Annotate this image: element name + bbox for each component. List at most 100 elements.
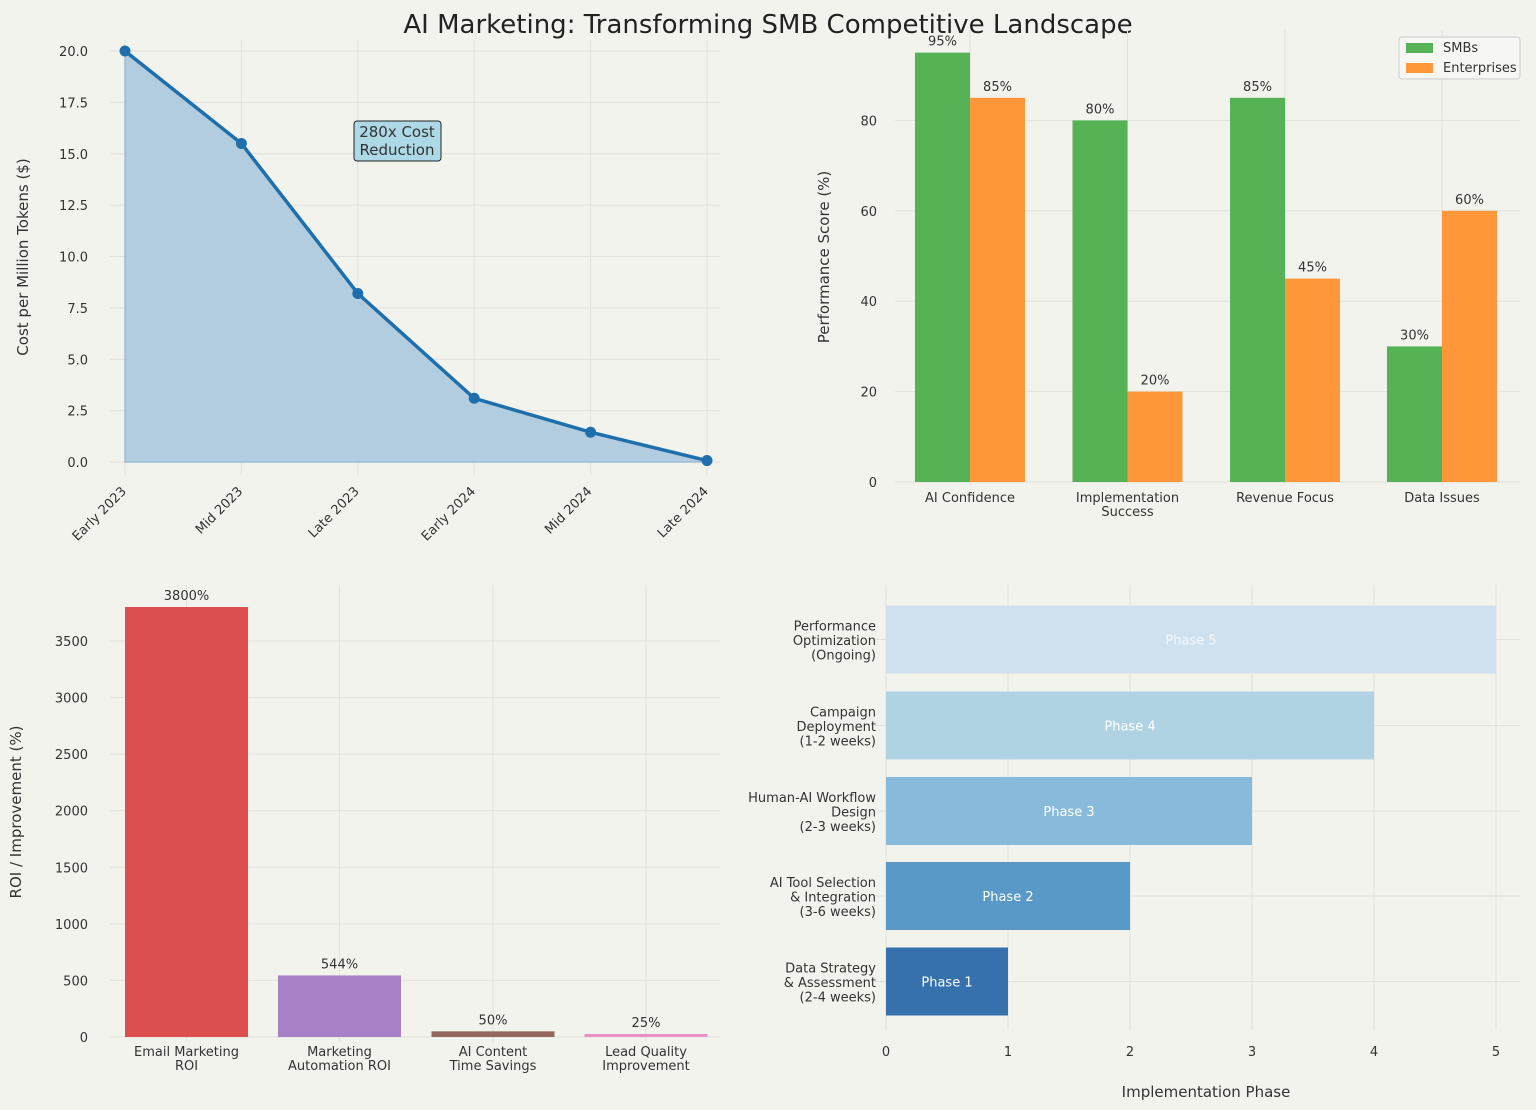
bar-value-label: 3800% <box>164 589 209 604</box>
bar <box>125 607 248 1037</box>
x-tick-label: 1 <box>1004 1045 1012 1060</box>
x-tick-label: Implementation Success <box>1076 491 1179 520</box>
x-tick-label: Mid 2023 <box>193 484 246 537</box>
y-tick-label: 15.0 <box>59 148 88 163</box>
y-tick-label: 2.5 <box>67 405 88 420</box>
phases-chart: 0 1 2 3 4 5 Phase 1 Phase 2 Phase 3 Phase 4 Phase … <box>748 585 1520 1101</box>
bar-value-label: 95% <box>928 35 957 50</box>
annotation-text: 280x Cost Reduction <box>359 123 435 159</box>
y-tick-label: 2000 <box>55 805 88 820</box>
y-tick-label: 20.0 <box>59 45 88 60</box>
y-tick-label: 2500 <box>55 748 88 763</box>
bar-value-label: 85% <box>1243 80 1272 95</box>
y-tick-label: Data Strategy & Assessment (2-4 weeks) <box>784 962 877 1006</box>
x-tick-label: Early 2024 <box>419 484 479 544</box>
y-tick-label: 60 <box>860 205 877 220</box>
y-tick-label: 5.0 <box>67 353 88 368</box>
bar-value-label: 50% <box>479 1013 508 1028</box>
bar <box>886 947 1008 1016</box>
x-tick-label: 0 <box>882 1045 890 1060</box>
x-tick-label: 5 <box>1492 1045 1500 1060</box>
bar-value-label: 45% <box>1298 261 1327 276</box>
bar <box>431 1031 555 1037</box>
data-point <box>352 287 364 299</box>
figure-title: AI Marketing: Transforming SMB Competiti… <box>403 10 1132 40</box>
y-tick-label: 0 <box>80 1031 88 1046</box>
bar-value-label: 30% <box>1400 328 1429 343</box>
x-tick-label: AI Confidence <box>925 491 1015 506</box>
bar-value-label: 25% <box>632 1016 661 1031</box>
data-point <box>468 392 480 404</box>
bar-value-label: 85% <box>983 80 1012 95</box>
legend-swatch <box>1406 43 1433 53</box>
y-tick-label: 1000 <box>55 918 88 933</box>
legend-swatch <box>1406 63 1433 73</box>
y-tick-label: 80 <box>860 114 877 129</box>
bar-label: Phase 4 <box>1104 720 1155 735</box>
x-tick-label: Marketing Automation ROI <box>288 1045 391 1074</box>
y-tick-label: 12.5 <box>59 199 88 214</box>
y-axis-label: ROI / Improvement (%) <box>7 726 25 899</box>
bar <box>886 777 1252 845</box>
legend-label: Enterprises <box>1443 61 1517 76</box>
y-tick-label: 0 <box>869 476 877 491</box>
y-tick-label: AI Tool Selection & Integration (3-6 weeks… <box>770 876 876 920</box>
y-tick-label: 40 <box>860 295 877 310</box>
bar-label: Phase 5 <box>1165 634 1216 649</box>
y-tick-label: 1500 <box>55 861 88 876</box>
roi-chart: 0 500 1000 1500 2000 2500 3000 3500 3800% 544% 50%… <box>7 585 720 1074</box>
bar-value-label: 544% <box>321 957 358 972</box>
y-tick-label: 3500 <box>55 635 88 650</box>
x-tick-label: AI Content Time Savings <box>449 1045 537 1074</box>
y-tick-label: 500 <box>63 974 88 989</box>
y-tick-label: Human-AI Workflow Design (2-3 weeks) <box>748 791 876 835</box>
bar-label: Phase 3 <box>1043 805 1094 820</box>
bar <box>584 1034 708 1037</box>
x-tick-label: Late 2023 <box>306 484 363 541</box>
x-tick-label: Revenue Focus <box>1236 491 1334 506</box>
y-axis-label: Cost per Million Tokens ($) <box>14 158 32 355</box>
bar-value-label: 80% <box>1086 102 1115 117</box>
bar <box>1442 210 1497 483</box>
x-axis-label: Implementation Phase <box>1122 1083 1291 1101</box>
data-point <box>119 45 131 57</box>
x-tick-label: Data Issues <box>1404 491 1480 506</box>
y-tick-label: 17.5 <box>59 96 88 111</box>
bar <box>970 97 1025 483</box>
x-tick-label: 2 <box>1126 1045 1134 1060</box>
x-tick-label: Lead Quality Improvement <box>602 1045 689 1074</box>
x-tick-label: 3 <box>1248 1045 1256 1060</box>
bar <box>1072 120 1128 483</box>
series-line <box>123 49 708 463</box>
bar <box>886 605 1496 674</box>
y-tick-label: 3000 <box>55 692 88 707</box>
legend-label: SMBs <box>1443 41 1478 56</box>
x-tick-label: Late 2024 <box>655 484 712 541</box>
bar <box>1230 97 1285 483</box>
y-tick-label: Performance Optimization (Ongoing) <box>793 620 876 664</box>
bar <box>886 691 1374 760</box>
y-tick-label: 0.0 <box>67 456 88 471</box>
bar-label: Phase 2 <box>982 890 1033 905</box>
bar <box>278 975 401 1037</box>
annotation-box <box>353 120 442 162</box>
bar-value-label: 60% <box>1455 193 1484 208</box>
performance-chart: 0 20 40 60 80 95% 80% 85% 30% 85% 20% 45% 60% AI Conf… <box>815 30 1521 520</box>
y-tick-label: 20 <box>860 386 877 401</box>
data-point <box>701 455 713 467</box>
y-tick-label: Campaign Deployment (1-2 weeks) <box>796 706 876 750</box>
bar <box>1127 391 1183 482</box>
y-axis-label: Performance Score (%) <box>815 171 833 344</box>
bar <box>1285 278 1340 482</box>
y-tick-label: 7.5 <box>67 302 88 317</box>
y-tick-label: 10.0 <box>59 251 88 266</box>
x-tick-label: Email Marketing ROI <box>134 1045 239 1074</box>
bar <box>915 52 970 482</box>
bar <box>1387 346 1442 482</box>
cost-chart: 0.0 2.5 5.0 7.5 10.0 12.5 15.0 17.5 20.0 Early 20… <box>14 40 720 544</box>
legend: SMBs Enterprises <box>1398 36 1521 80</box>
bar-value-label: 20% <box>1141 374 1170 389</box>
x-tick-label: Early 2023 <box>70 484 130 544</box>
x-tick-label: 4 <box>1370 1045 1378 1060</box>
